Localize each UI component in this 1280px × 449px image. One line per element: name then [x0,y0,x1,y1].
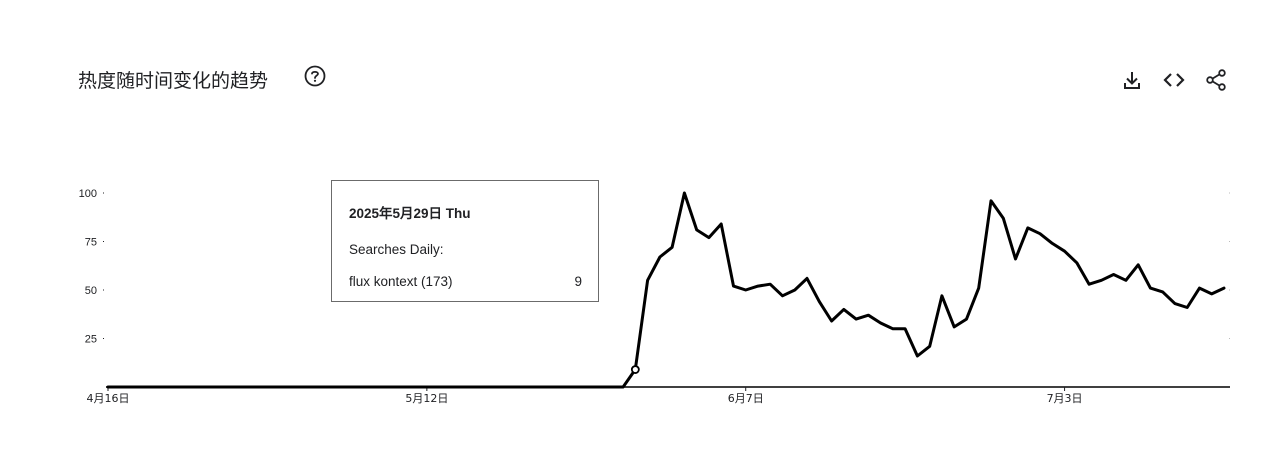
y-tick-label: 50 [85,285,97,297]
chart-tooltip: 2025年5月29日 Thu Searches Daily: flux kont… [331,180,599,302]
y-tick-label: 100 [79,188,97,200]
y-tick-label: 75 [85,237,97,249]
x-tick-label: 6月7日 [728,392,764,405]
share-icon[interactable] [1204,68,1228,92]
tooltip-series-name: flux kontext (173) [349,274,453,289]
tooltip-value: 9 [574,274,582,289]
help-circle-icon[interactable] [304,65,326,87]
chart-title: 热度随时间变化的趋势 [78,70,269,92]
x-tick-label: 7月3日 [1047,392,1083,405]
embed-code-icon[interactable] [1162,68,1186,92]
download-icon[interactable] [1120,68,1144,92]
tooltip-label: Searches Daily: [349,242,444,257]
y-tick-label: 25 [85,334,97,346]
highlighted-point [630,365,640,374]
series-line [106,191,1226,389]
x-tick-label: 4月16日 [87,392,130,405]
x-tick-label: 5月12日 [405,392,448,405]
tooltip-date: 2025年5月29日 Thu [349,206,471,221]
